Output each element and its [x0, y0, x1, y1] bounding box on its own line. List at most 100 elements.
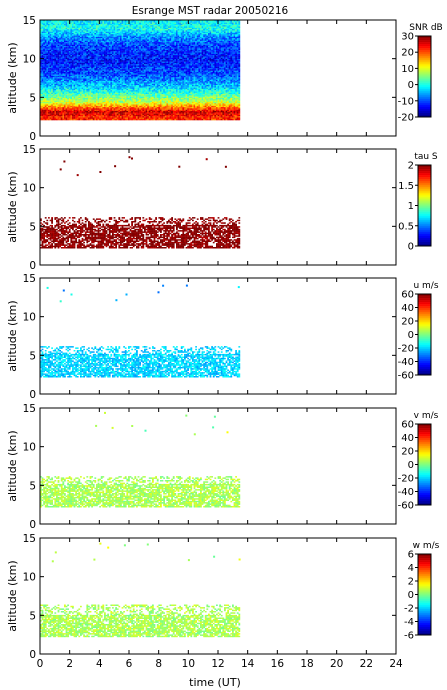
data-cell	[139, 116, 141, 118]
data-cell	[72, 75, 74, 78]
data-cell	[86, 114, 89, 117]
data-cell	[96, 40, 98, 43]
data-cell	[142, 59, 145, 61]
data-cell	[40, 46, 42, 48]
data-cell	[115, 77, 117, 79]
data-cell	[132, 78, 135, 80]
data-cell	[94, 33, 97, 35]
data-cell	[134, 51, 137, 53]
data-cell	[59, 118, 61, 121]
data-cell	[52, 77, 55, 79]
data-cell	[40, 25, 42, 27]
data-cell	[75, 40, 77, 43]
data-cell	[126, 39, 129, 41]
data-cell	[110, 55, 113, 57]
data-cell	[126, 92, 129, 95]
data-cell	[72, 77, 74, 79]
data-cell	[81, 35, 84, 38]
data-cell	[137, 66, 140, 69]
data-cell	[48, 31, 50, 34]
data-cell	[57, 116, 60, 118]
data-cell	[81, 83, 84, 86]
data-cell	[46, 79, 49, 82]
data-cell	[136, 92, 138, 95]
data-cell	[64, 21, 66, 23]
data-cell	[75, 48, 77, 51]
data-cell	[128, 42, 130, 44]
data-cell	[131, 109, 133, 112]
data-cell	[137, 90, 140, 92]
data-cell	[81, 33, 84, 35]
data-cell	[41, 51, 44, 53]
data-cell	[115, 33, 117, 35]
data-cell	[78, 75, 81, 78]
data-cell	[140, 75, 143, 78]
data-cell	[134, 34, 137, 36]
data-cell	[97, 42, 100, 44]
data-cell	[139, 27, 141, 30]
data-cell	[120, 27, 122, 30]
data-cell	[75, 85, 77, 87]
data-cell	[86, 70, 89, 73]
data-cell	[67, 113, 69, 116]
data-cell	[116, 26, 119, 28]
data-cell	[60, 90, 63, 92]
data-cell	[113, 38, 116, 40]
data-cell	[108, 72, 111, 74]
data-cell	[113, 59, 116, 61]
data-cell	[124, 73, 127, 75]
data-cell	[81, 96, 84, 99]
data-cell	[115, 117, 117, 119]
data-cell	[118, 30, 121, 32]
data-cell	[92, 75, 95, 78]
data-cell	[54, 21, 57, 23]
data-cell	[91, 66, 93, 69]
data-cell	[72, 94, 74, 96]
data-cell	[75, 21, 77, 23]
data-cell	[57, 61, 60, 64]
data-cell	[64, 52, 66, 54]
data-cell	[120, 92, 122, 95]
data-cell	[44, 35, 47, 38]
data-cell	[78, 116, 81, 118]
data-cell	[132, 74, 135, 77]
data-cell	[131, 38, 133, 40]
data-cell	[51, 114, 53, 117]
data-cell	[115, 47, 117, 49]
data-cell	[41, 20, 44, 22]
data-cell	[108, 114, 111, 117]
data-cell	[65, 113, 68, 116]
data-cell	[112, 101, 114, 104]
data-cell	[51, 27, 53, 30]
data-cell	[129, 92, 132, 95]
data-cell	[41, 114, 44, 117]
data-cell	[99, 27, 101, 30]
data-cell	[51, 109, 53, 112]
data-cell	[116, 33, 119, 35]
data-cell	[99, 64, 101, 66]
data-cell	[113, 42, 116, 44]
data-cell	[84, 70, 87, 73]
data-cell	[132, 21, 135, 23]
data-cell	[131, 75, 133, 78]
data-cell	[140, 98, 143, 100]
data-cell	[78, 90, 81, 92]
data-cell	[92, 23, 95, 26]
data-cell	[81, 22, 84, 25]
data-cell	[107, 104, 109, 106]
data-cell	[107, 39, 109, 41]
data-cell	[40, 109, 42, 112]
data-cell	[49, 69, 52, 71]
data-cell	[140, 114, 143, 117]
data-cell	[129, 51, 132, 53]
data-cell	[86, 23, 89, 26]
data-cell	[120, 34, 122, 36]
data-cell	[113, 114, 116, 117]
data-cell	[44, 99, 47, 101]
data-cell	[116, 79, 119, 82]
data-cell	[137, 81, 140, 83]
data-cell	[132, 116, 135, 118]
data-cell	[73, 47, 76, 49]
data-cell	[76, 107, 79, 109]
data-cell	[105, 23, 108, 26]
